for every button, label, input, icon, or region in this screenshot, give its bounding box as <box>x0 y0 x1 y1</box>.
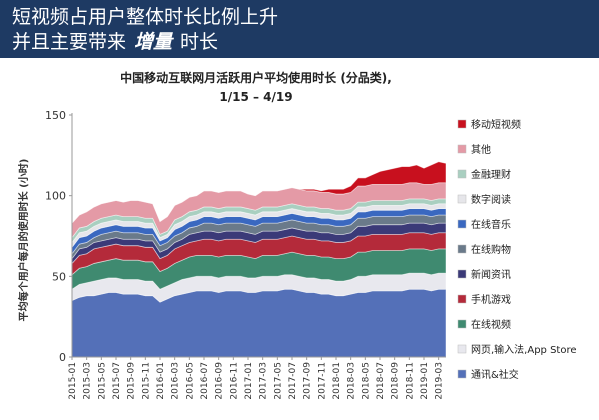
legend-item: 新闻资讯 <box>457 268 511 281</box>
y-axis-label: 平均每个用户每月的使用时长 (小时) <box>17 159 30 322</box>
y-tick-label: 100 <box>45 190 66 203</box>
x-tick-label: 2016-07 <box>200 362 210 400</box>
y-tick-label: 0 <box>59 351 66 364</box>
legend-label: 新闻资讯 <box>471 268 511 281</box>
x-tick-label: 2017-11 <box>317 362 327 400</box>
y-tick-label: 50 <box>52 270 66 283</box>
x-tick-label: 2019-03 <box>435 362 445 400</box>
x-tick-label: 2016-05 <box>185 362 195 400</box>
x-tick-label: 2018-09 <box>391 362 401 400</box>
slide-header: 短视频占用户整体时长比例上升 并且主要带来 增量 时长 <box>0 0 599 58</box>
chart-axes: 0 50 100 150 2015-01 2015-03 2015-05 2015-07 201… <box>45 109 446 400</box>
area-series-layer <box>71 161 447 358</box>
x-tick-label: 2018-07 <box>376 362 386 400</box>
legend-label: 移动短视频 <box>471 118 521 131</box>
legend-swatch <box>457 344 467 354</box>
legend-swatch <box>457 294 467 304</box>
y-tick-label: 150 <box>45 109 66 122</box>
chart-legend: 移动短视频其他金融理财数字阅读在线音乐在线购物新闻资讯手机游戏在线视频网页,输入… <box>457 118 577 381</box>
legend-item: 通讯&社交 <box>457 368 519 381</box>
legend-label: 通讯&社交 <box>471 368 519 381</box>
slide-title-line-1: 短视频占用户整体时长比例上升 <box>12 6 279 28</box>
legend-item: 在线购物 <box>457 243 511 256</box>
usage-time-chart: 0 50 100 150 2015-01 2015-03 2015-05 2015-07 201… <box>17 70 577 400</box>
legend-item: 数字阅读 <box>457 193 511 206</box>
legend-swatch <box>457 269 467 279</box>
x-tick-label: 2018-11 <box>405 362 415 400</box>
legend-swatch <box>457 244 467 254</box>
legend-label: 金融理财 <box>471 168 511 181</box>
x-tick-label: 2016-09 <box>215 362 225 400</box>
x-tick-label: 2016-03 <box>171 362 181 400</box>
x-tick-label: 2016-01 <box>156 362 166 400</box>
slide-title-line-2: 并且主要带来 增量 时长 <box>12 30 218 54</box>
x-tick-label: 2018-01 <box>332 362 342 400</box>
legend-item: 金融理财 <box>457 168 511 181</box>
legend-label: 其他 <box>471 143 491 156</box>
legend-label: 数字阅读 <box>471 193 511 206</box>
x-tick-label: 2015-09 <box>127 362 137 400</box>
legend-swatch <box>457 319 467 329</box>
chart-subtitle: 1/15 – 4/19 <box>219 90 292 104</box>
legend-item: 手机游戏 <box>457 293 511 306</box>
x-tick-label: 2018-03 <box>347 362 357 400</box>
legend-swatch <box>457 144 467 154</box>
x-tick-label: 2015-03 <box>83 362 93 400</box>
legend-swatch <box>457 119 467 129</box>
area-series-11 <box>71 161 447 225</box>
legend-item: 网页,输入法,App Store <box>457 343 577 356</box>
x-tick-label: 2017-03 <box>259 362 269 400</box>
x-tick-label: 2015-01 <box>68 362 78 400</box>
legend-label: 在线音乐 <box>471 218 511 231</box>
x-tick-label: 2017-05 <box>273 362 283 400</box>
legend-item: 其他 <box>457 143 491 156</box>
legend-swatch <box>457 194 467 204</box>
legend-label: 网页,输入法,App Store <box>471 343 577 356</box>
legend-item: 移动短视频 <box>457 118 521 131</box>
x-tick-label: 2015-11 <box>141 362 151 400</box>
x-tick-label: 2018-05 <box>361 362 371 400</box>
chart-title: 中国移动互联网月活跃用户平均使用时长 (分品类), <box>120 70 392 85</box>
legend-label: 在线视频 <box>471 318 511 331</box>
legend-label: 在线购物 <box>471 243 511 256</box>
legend-item: 在线音乐 <box>457 218 511 231</box>
legend-label: 手机游戏 <box>471 293 511 306</box>
legend-swatch <box>457 219 467 229</box>
legend-item: 在线视频 <box>457 318 511 331</box>
legend-swatch <box>457 369 467 379</box>
area-series-1 <box>71 288 447 358</box>
slide-title-highlight: 增量 <box>134 31 173 53</box>
x-tick-label: 2019-01 <box>420 362 430 400</box>
x-tick-label: 2017-09 <box>303 362 313 400</box>
x-tick-label: 2015-07 <box>112 362 122 400</box>
slide-title-line-2-c: 时长 <box>180 31 219 53</box>
x-tick-label: 2017-07 <box>288 362 298 400</box>
slide-title-line-2-a: 并且主要带来 <box>12 31 127 53</box>
x-tick-label: 2016-11 <box>229 362 239 400</box>
x-tick-label: 2017-01 <box>244 362 254 400</box>
x-tick-label: 2015-05 <box>97 362 107 400</box>
legend-swatch <box>457 169 467 179</box>
